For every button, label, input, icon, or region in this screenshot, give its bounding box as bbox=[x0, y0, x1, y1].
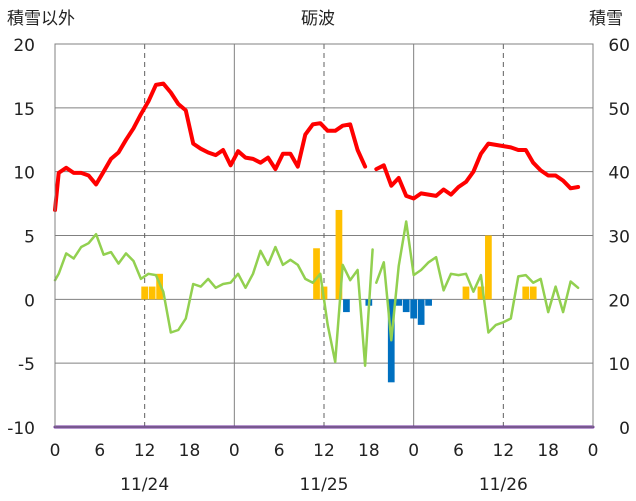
x-tick-label: 0 bbox=[408, 441, 419, 461]
bar-positive bbox=[477, 286, 485, 300]
bar-positive bbox=[335, 209, 343, 300]
left-tick-labels: 20 15 10 5 0 -5 -10 bbox=[7, 36, 35, 439]
bar-positive bbox=[485, 235, 492, 300]
bar-negative bbox=[343, 299, 350, 313]
x-tick-label: 0 bbox=[50, 441, 61, 461]
date-label: 11/24 bbox=[120, 475, 169, 495]
x-tick-label: 0 bbox=[588, 441, 599, 461]
bar-positive bbox=[141, 286, 149, 300]
series-line-red bbox=[53, 81, 581, 212]
date-label: 11/26 bbox=[479, 475, 528, 495]
right-tick-label: 50 bbox=[608, 100, 630, 120]
x-tick-label: 6 bbox=[453, 441, 464, 461]
bar-negative bbox=[402, 299, 410, 313]
bar-negative bbox=[425, 299, 432, 306]
left-tick-label: 0 bbox=[24, 291, 35, 311]
left-tick-label: 20 bbox=[13, 36, 35, 56]
right-tick-label: 60 bbox=[608, 36, 630, 56]
bar-positive bbox=[148, 286, 156, 300]
left-tick-label: 5 bbox=[24, 228, 35, 248]
grid bbox=[55, 44, 593, 427]
date-label: 11/25 bbox=[300, 475, 349, 495]
x-tick-label: 18 bbox=[358, 441, 380, 461]
left-axis-title: 積雪以外 bbox=[7, 9, 75, 29]
bar-positive bbox=[529, 286, 537, 300]
right-tick-label: 40 bbox=[608, 164, 630, 184]
bar-positive bbox=[462, 286, 470, 300]
left-tick-label: -5 bbox=[18, 355, 35, 375]
bar-negative bbox=[395, 299, 403, 306]
left-tick-label: 10 bbox=[13, 164, 35, 184]
right-tick-label: 10 bbox=[608, 355, 630, 375]
plot-frame bbox=[54, 43, 594, 428]
series-line-green bbox=[53, 220, 580, 367]
x-tick-label: 0 bbox=[229, 441, 240, 461]
right-tick-label: 20 bbox=[608, 291, 630, 311]
left-tick-label: -10 bbox=[7, 419, 35, 439]
x-tick-label: 12 bbox=[493, 441, 515, 461]
bar-positive bbox=[522, 286, 530, 300]
x-tick-label: 6 bbox=[94, 441, 105, 461]
x-tick-label: 12 bbox=[313, 441, 335, 461]
x-tick-label: 18 bbox=[179, 441, 201, 461]
x-tick-labels: 0 6 12 18 0 6 12 18 0 6 12 18 0 bbox=[50, 441, 599, 461]
date-labels: 11/24 11/25 11/26 bbox=[120, 475, 528, 495]
right-tick-label: 30 bbox=[608, 228, 630, 248]
left-tick-label: 15 bbox=[13, 100, 35, 120]
right-tick-label: 0 bbox=[619, 419, 630, 439]
x-tick-label: 6 bbox=[274, 441, 285, 461]
x-tick-label: 12 bbox=[134, 441, 156, 461]
x-tick-label: 18 bbox=[537, 441, 559, 461]
right-tick-labels: 60 50 40 30 20 10 0 bbox=[608, 36, 630, 439]
bar-positive bbox=[156, 273, 163, 300]
chart-title: 砺波 bbox=[301, 9, 335, 29]
right-axis-title: 積雪 bbox=[589, 9, 623, 29]
bar-negative bbox=[417, 299, 425, 325]
bar-positive bbox=[313, 248, 320, 300]
bar-negative bbox=[410, 299, 418, 319]
